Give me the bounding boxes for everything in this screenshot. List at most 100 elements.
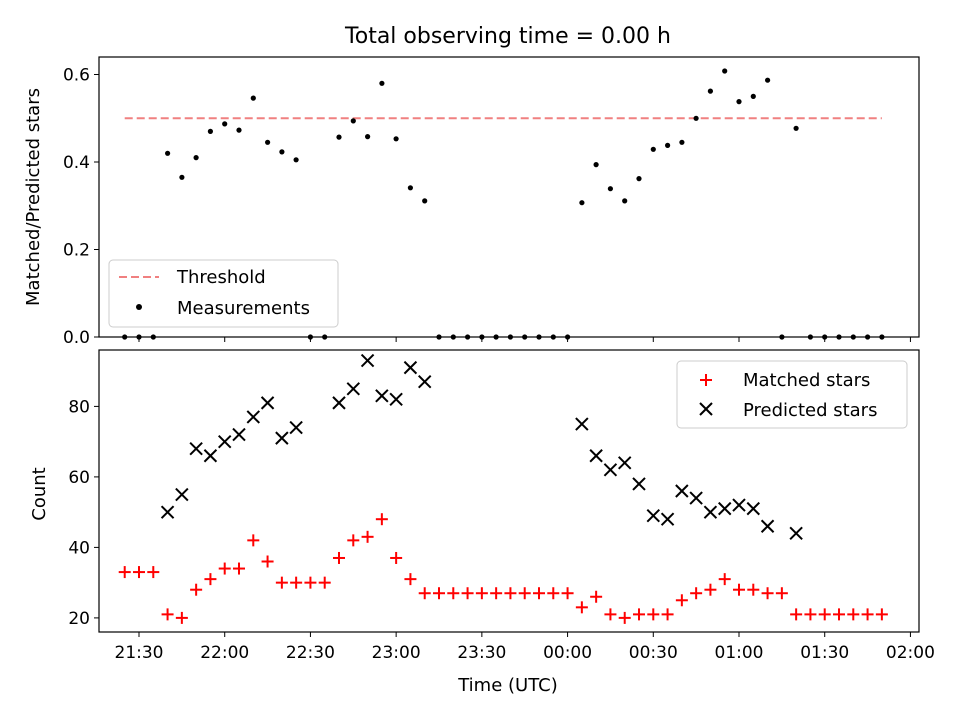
predicted-star-point <box>575 417 589 431</box>
matched-star-point <box>633 608 645 621</box>
matched-star-point <box>318 576 331 589</box>
matched-star-point <box>690 587 703 600</box>
measurement-point <box>607 186 614 192</box>
measurement-point <box>636 176 642 182</box>
matched-star-point <box>475 587 488 600</box>
bottom-panel: 20 40 60 80 21:30 22:00 22:30 23:00 23:30 00:00 00… <box>29 349 935 696</box>
matched-star-point <box>390 551 403 564</box>
predicted-star-point <box>646 508 660 523</box>
bottom-y-tick-label: 20 <box>68 609 90 629</box>
bottom-legend-box <box>676 360 908 429</box>
matched-star-point <box>333 551 345 564</box>
top-legend: Threshold Measurements <box>108 259 339 328</box>
matched-star-point <box>118 566 131 579</box>
measurement-point <box>579 200 585 206</box>
matched-star-point <box>547 587 560 600</box>
matched-star-point <box>461 587 474 600</box>
measurement-point <box>407 185 413 191</box>
predicted-star-point <box>189 441 203 456</box>
matched-star-point <box>704 583 717 596</box>
measurement-point <box>193 155 199 161</box>
predicted-star-point <box>332 396 346 410</box>
predicted-star-point <box>232 427 246 442</box>
measurement-point <box>179 174 185 180</box>
matched-star-point <box>147 566 160 579</box>
matched-star-point <box>347 534 360 547</box>
predicted-star-point <box>703 505 718 519</box>
predicted-star-point <box>418 375 432 389</box>
x-tick-label: 02:00 <box>886 643 935 663</box>
top-y-tick-label: 0.6 <box>63 66 90 86</box>
measurement-point <box>736 99 742 105</box>
predicted-stars-legend-swatch <box>699 402 713 416</box>
predicted-star-point <box>603 463 618 477</box>
matched-star-point <box>533 587 545 600</box>
predicted-star-point <box>632 477 646 491</box>
measurements-legend-label: Measurements <box>177 298 310 319</box>
matched-star-point <box>875 608 888 621</box>
measurement-point <box>165 150 171 156</box>
measurement-point <box>693 115 699 121</box>
matched-stars-legend-label: Matched stars <box>743 370 870 391</box>
matched-star-point <box>675 594 688 607</box>
predicted-star-point <box>589 449 603 463</box>
predicted-star-point <box>389 392 403 407</box>
matched-star-point <box>833 608 845 621</box>
matched-star-point <box>418 587 431 600</box>
measurement-point <box>650 146 656 152</box>
measurements-legend-swatch <box>136 304 142 310</box>
x-tick-label: 00:30 <box>629 643 678 663</box>
measurement-point <box>679 139 685 145</box>
predicted-star-point <box>732 498 746 512</box>
matched-star-point <box>733 583 745 596</box>
measurement-point <box>750 93 756 99</box>
x-tick-label: 00:00 <box>543 643 592 663</box>
matched-stars-legend-swatch <box>700 374 712 386</box>
measurement-point <box>765 77 771 83</box>
predicted-star-point <box>718 501 732 516</box>
predicted-star-point <box>375 389 389 403</box>
matched-star-point <box>847 608 860 621</box>
predicted-star-point <box>675 484 689 498</box>
matched-star-point <box>433 587 445 600</box>
measurement-point <box>222 121 228 127</box>
bottom-y-axis-label: Count <box>29 467 50 520</box>
predicted-star-point <box>203 449 218 463</box>
x-tick-label: 01:00 <box>715 643 764 663</box>
matched-star-point <box>647 608 660 621</box>
chart-title: Total observing time = 0.00 h <box>344 24 671 49</box>
matched-star-point <box>304 576 317 589</box>
measurement-point <box>336 134 342 140</box>
x-tick-label: 21:30 <box>115 643 164 663</box>
measurement-point <box>393 136 399 142</box>
top-axes-frame <box>98 56 920 338</box>
bottom-axis-ticks: 20 40 60 80 21:30 22:00 22:30 23:00 23:30 00:00 00… <box>68 397 935 663</box>
bottom-legend: Matched stars Predicted stars <box>676 360 908 429</box>
predicted-star-point <box>218 434 232 449</box>
matched-star-point <box>375 513 388 526</box>
predicted-star-point <box>260 396 275 410</box>
matched-star-point <box>275 576 288 589</box>
predicted-star-point <box>746 501 760 516</box>
measurement-point <box>793 125 799 131</box>
predicted-star-point <box>789 526 803 541</box>
bottom-axes-frame <box>98 349 920 633</box>
matched-star-point <box>204 573 217 586</box>
predicted-star-point <box>618 456 632 470</box>
matched-star-point <box>161 608 174 621</box>
matched-star-point <box>504 587 517 600</box>
matched-star-point <box>604 608 617 621</box>
matched-star-point <box>447 587 460 600</box>
predicted-star-point <box>660 512 675 526</box>
matched-star-point <box>233 562 245 575</box>
x-tick-label: 22:30 <box>286 643 335 663</box>
x-tick-label: 23:30 <box>457 643 506 663</box>
matched-star-point <box>775 587 788 600</box>
x-tick-label: 23:00 <box>372 643 421 663</box>
top-y-tick-label: 0.4 <box>63 153 90 173</box>
measurement-point <box>265 139 271 145</box>
measurement-point <box>279 149 285 155</box>
predicted-star-point <box>275 431 289 445</box>
